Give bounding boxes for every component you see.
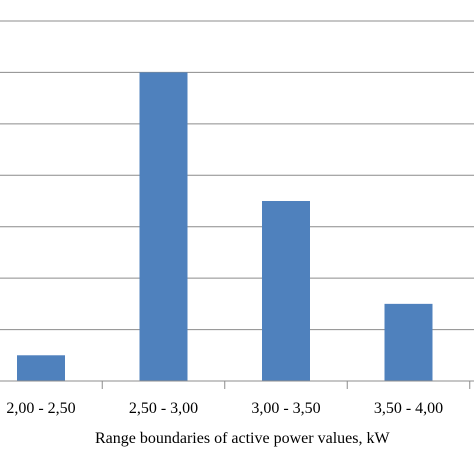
gridlines <box>0 20 474 331</box>
bar <box>384 303 433 381</box>
bars <box>17 72 433 382</box>
x-axis-title: Range boundaries of active power values,… <box>95 430 390 447</box>
x-tick-label: 3,50 - 4,00 <box>374 400 443 417</box>
x-tick-label: 3,00 - 3,50 <box>251 400 320 417</box>
bar <box>262 200 310 381</box>
x-axis <box>0 380 474 389</box>
bar <box>17 355 65 381</box>
x-tick-label: 2,50 - 3,00 <box>129 400 198 417</box>
x-tick-labels: 2,00 - 2,50 2,50 - 3,00 3,00 - 3,50 3,50 - … <box>6 400 443 417</box>
bar <box>139 72 188 382</box>
x-tick-label: 2,00 - 2,50 <box>6 400 75 417</box>
